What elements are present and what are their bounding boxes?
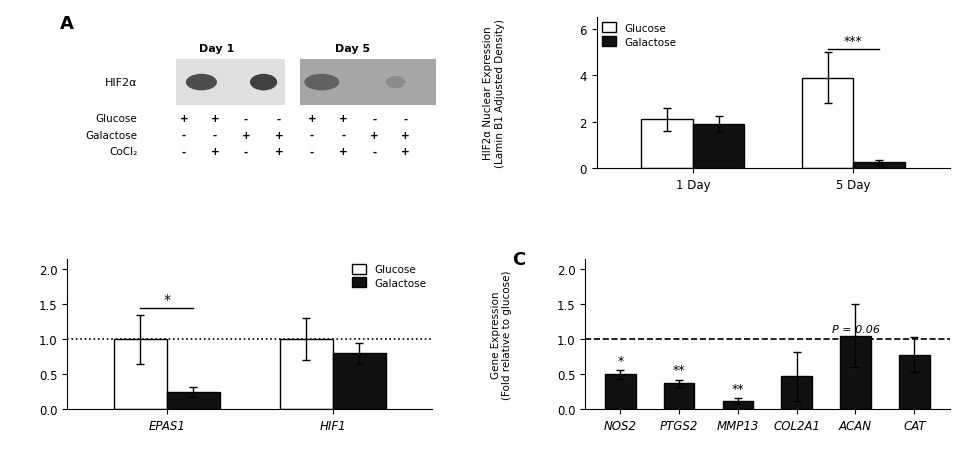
Ellipse shape [386, 77, 405, 89]
Bar [176, 61, 285, 106]
Text: +: + [211, 114, 220, 124]
Text: -: - [403, 114, 408, 124]
Text: Galactose: Galactose [86, 131, 137, 141]
Bar [782, 377, 812, 410]
Text: C: C [512, 250, 525, 268]
Bar [664, 384, 694, 410]
Bar [693, 125, 744, 169]
Bar [841, 336, 870, 410]
Text: +: + [370, 131, 379, 141]
Text: -: - [372, 114, 376, 124]
Bar [605, 374, 635, 410]
Ellipse shape [186, 75, 217, 91]
Bar [167, 392, 220, 410]
Text: -: - [244, 114, 248, 124]
Text: -: - [182, 131, 186, 141]
Legend: Glucose, Galactose: Glucose, Galactose [602, 23, 677, 48]
Text: HIF2α: HIF2α [105, 78, 137, 88]
Text: CoCl₂: CoCl₂ [109, 147, 137, 157]
Text: +: + [308, 114, 316, 124]
Text: Glucose: Glucose [95, 114, 137, 124]
Text: +: + [211, 147, 220, 157]
Bar [899, 355, 929, 410]
Text: *: * [163, 292, 171, 306]
Bar [333, 354, 386, 410]
Text: **: ** [673, 364, 685, 377]
Text: Day 1: Day 1 [200, 44, 234, 54]
Text: +: + [179, 114, 188, 124]
Text: -: - [182, 147, 186, 157]
Text: ***: *** [844, 35, 863, 48]
Text: -: - [310, 131, 314, 141]
Bar [802, 78, 853, 169]
Bar [853, 163, 904, 169]
Bar [723, 401, 753, 410]
Text: +: + [275, 131, 283, 141]
Y-axis label: HIF2α Nuclear Expression
(Lamin B1 Adjusted Density): HIF2α Nuclear Expression (Lamin B1 Adjus… [483, 19, 505, 168]
Text: +: + [275, 147, 283, 157]
Text: -: - [310, 147, 314, 157]
Text: *: * [617, 354, 624, 367]
Text: +: + [242, 131, 251, 141]
Bar [114, 339, 167, 410]
Ellipse shape [305, 75, 339, 91]
Text: -: - [277, 114, 281, 124]
Text: +: + [338, 147, 347, 157]
Bar [301, 61, 437, 106]
Bar [280, 339, 333, 410]
Ellipse shape [250, 75, 277, 91]
Y-axis label: Gene Expression
(Fold relative to glucose): Gene Expression (Fold relative to glucos… [491, 270, 512, 399]
Text: -: - [213, 131, 217, 141]
Text: **: ** [732, 382, 744, 395]
Text: -: - [372, 147, 376, 157]
Text: -: - [244, 147, 248, 157]
Text: +: + [401, 147, 410, 157]
Legend: Glucose, Galactose: Glucose, Galactose [352, 264, 427, 288]
Bar [641, 120, 693, 169]
Text: P = 0.06: P = 0.06 [832, 324, 880, 334]
Text: +: + [401, 131, 410, 141]
Text: Day 5: Day 5 [335, 44, 370, 54]
Text: A: A [60, 15, 73, 33]
Text: -: - [341, 131, 345, 141]
Text: +: + [338, 114, 347, 124]
